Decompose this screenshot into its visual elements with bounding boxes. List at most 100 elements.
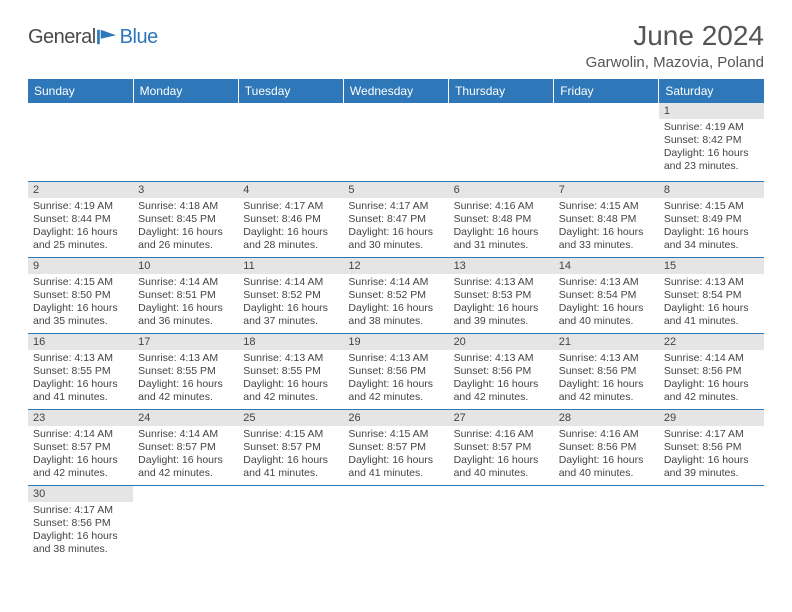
sunrise-text: Sunrise: 4:13 AM (454, 352, 549, 365)
sunrise-text: Sunrise: 4:15 AM (33, 276, 128, 289)
calendar-cell: 12Sunrise: 4:14 AMSunset: 8:52 PMDayligh… (343, 257, 448, 333)
sunrise-text: Sunrise: 4:14 AM (138, 428, 233, 441)
sunrise-text: Sunrise: 4:16 AM (454, 200, 549, 213)
sunset-text: Sunset: 8:49 PM (664, 213, 759, 226)
sunrise-text: Sunrise: 4:15 AM (243, 428, 338, 441)
day-number: 26 (343, 410, 448, 426)
day-details: Sunrise: 4:14 AMSunset: 8:57 PMDaylight:… (133, 426, 238, 485)
calendar-cell: 20Sunrise: 4:13 AMSunset: 8:56 PMDayligh… (449, 333, 554, 409)
calendar-week-row: 2Sunrise: 4:19 AMSunset: 8:44 PMDaylight… (28, 181, 764, 257)
month-title: June 2024 (586, 20, 764, 52)
calendar-week-row: 9Sunrise: 4:15 AMSunset: 8:50 PMDaylight… (28, 257, 764, 333)
day-details: Sunrise: 4:17 AMSunset: 8:47 PMDaylight:… (343, 198, 448, 257)
calendar-cell: 7Sunrise: 4:15 AMSunset: 8:48 PMDaylight… (554, 181, 659, 257)
sunrise-text: Sunrise: 4:17 AM (243, 200, 338, 213)
daylight-text: Daylight: 16 hours and 41 minutes. (348, 454, 443, 480)
sunrise-text: Sunrise: 4:18 AM (138, 200, 233, 213)
weekday-header-row: SundayMondayTuesdayWednesdayThursdayFrid… (28, 79, 764, 103)
calendar-cell: 11Sunrise: 4:14 AMSunset: 8:52 PMDayligh… (238, 257, 343, 333)
weekday-header: Sunday (28, 79, 133, 103)
day-details: Sunrise: 4:15 AMSunset: 8:57 PMDaylight:… (343, 426, 448, 485)
calendar-cell: 30Sunrise: 4:17 AMSunset: 8:56 PMDayligh… (28, 485, 133, 561)
sunrise-text: Sunrise: 4:13 AM (348, 352, 443, 365)
sunset-text: Sunset: 8:52 PM (243, 289, 338, 302)
sunset-text: Sunset: 8:46 PM (243, 213, 338, 226)
day-number-empty (238, 103, 343, 119)
daylight-text: Daylight: 16 hours and 35 minutes. (33, 302, 128, 328)
sunrise-text: Sunrise: 4:15 AM (559, 200, 654, 213)
daylight-text: Daylight: 16 hours and 23 minutes. (664, 147, 759, 173)
day-details: Sunrise: 4:14 AMSunset: 8:57 PMDaylight:… (28, 426, 133, 485)
calendar-cell (133, 103, 238, 181)
daylight-text: Daylight: 16 hours and 38 minutes. (33, 530, 128, 556)
calendar-week-row: 23Sunrise: 4:14 AMSunset: 8:57 PMDayligh… (28, 409, 764, 485)
title-block: June 2024 Garwolin, Mazovia, Poland (586, 20, 764, 71)
calendar-cell: 21Sunrise: 4:13 AMSunset: 8:56 PMDayligh… (554, 333, 659, 409)
sunrise-text: Sunrise: 4:19 AM (33, 200, 128, 213)
day-number: 24 (133, 410, 238, 426)
day-details: Sunrise: 4:16 AMSunset: 8:48 PMDaylight:… (449, 198, 554, 257)
day-number-empty (554, 103, 659, 119)
calendar-cell: 18Sunrise: 4:13 AMSunset: 8:55 PMDayligh… (238, 333, 343, 409)
sunrise-text: Sunrise: 4:14 AM (138, 276, 233, 289)
weekday-header: Tuesday (238, 79, 343, 103)
sunset-text: Sunset: 8:57 PM (348, 441, 443, 454)
calendar-table: SundayMondayTuesdayWednesdayThursdayFrid… (28, 79, 764, 561)
logo-flag-icon (96, 28, 118, 46)
day-number: 21 (554, 334, 659, 350)
weekday-header: Saturday (659, 79, 764, 103)
calendar-cell: 8Sunrise: 4:15 AMSunset: 8:49 PMDaylight… (659, 181, 764, 257)
daylight-text: Daylight: 16 hours and 30 minutes. (348, 226, 443, 252)
day-details: Sunrise: 4:13 AMSunset: 8:55 PMDaylight:… (133, 350, 238, 409)
day-details: Sunrise: 4:15 AMSunset: 8:50 PMDaylight:… (28, 274, 133, 333)
calendar-cell (343, 485, 448, 561)
day-number: 2 (28, 182, 133, 198)
sunset-text: Sunset: 8:48 PM (454, 213, 549, 226)
sunset-text: Sunset: 8:55 PM (33, 365, 128, 378)
day-details: Sunrise: 4:14 AMSunset: 8:56 PMDaylight:… (659, 350, 764, 409)
calendar-body: 1Sunrise: 4:19 AMSunset: 8:42 PMDaylight… (28, 103, 764, 561)
sunset-text: Sunset: 8:47 PM (348, 213, 443, 226)
logo-text-blue: Blue (120, 26, 158, 49)
sunset-text: Sunset: 8:55 PM (138, 365, 233, 378)
sunrise-text: Sunrise: 4:19 AM (664, 121, 759, 134)
sunset-text: Sunset: 8:50 PM (33, 289, 128, 302)
daylight-text: Daylight: 16 hours and 28 minutes. (243, 226, 338, 252)
weekday-header: Monday (133, 79, 238, 103)
day-number: 1 (659, 103, 764, 119)
sunset-text: Sunset: 8:52 PM (348, 289, 443, 302)
calendar-cell (449, 103, 554, 181)
calendar-week-row: 30Sunrise: 4:17 AMSunset: 8:56 PMDayligh… (28, 485, 764, 561)
sunset-text: Sunset: 8:54 PM (559, 289, 654, 302)
calendar-cell: 4Sunrise: 4:17 AMSunset: 8:46 PMDaylight… (238, 181, 343, 257)
day-number: 15 (659, 258, 764, 274)
sunrise-text: Sunrise: 4:17 AM (348, 200, 443, 213)
calendar-cell (133, 485, 238, 561)
daylight-text: Daylight: 16 hours and 41 minutes. (243, 454, 338, 480)
sunrise-text: Sunrise: 4:15 AM (664, 200, 759, 213)
day-details: Sunrise: 4:13 AMSunset: 8:56 PMDaylight:… (554, 350, 659, 409)
sunset-text: Sunset: 8:56 PM (664, 441, 759, 454)
daylight-text: Daylight: 16 hours and 31 minutes. (454, 226, 549, 252)
sunset-text: Sunset: 8:44 PM (33, 213, 128, 226)
calendar-cell (554, 103, 659, 181)
calendar-cell (554, 485, 659, 561)
daylight-text: Daylight: 16 hours and 38 minutes. (348, 302, 443, 328)
sunset-text: Sunset: 8:56 PM (348, 365, 443, 378)
day-number: 6 (449, 182, 554, 198)
sunrise-text: Sunrise: 4:13 AM (243, 352, 338, 365)
day-number-empty (28, 103, 133, 119)
calendar-cell: 10Sunrise: 4:14 AMSunset: 8:51 PMDayligh… (133, 257, 238, 333)
calendar-cell: 26Sunrise: 4:15 AMSunset: 8:57 PMDayligh… (343, 409, 448, 485)
daylight-text: Daylight: 16 hours and 34 minutes. (664, 226, 759, 252)
day-number: 3 (133, 182, 238, 198)
sunrise-text: Sunrise: 4:13 AM (559, 276, 654, 289)
sunset-text: Sunset: 8:42 PM (664, 134, 759, 147)
day-number: 16 (28, 334, 133, 350)
daylight-text: Daylight: 16 hours and 25 minutes. (33, 226, 128, 252)
sunrise-text: Sunrise: 4:13 AM (454, 276, 549, 289)
calendar-cell: 27Sunrise: 4:16 AMSunset: 8:57 PMDayligh… (449, 409, 554, 485)
sunrise-text: Sunrise: 4:13 AM (138, 352, 233, 365)
day-details: Sunrise: 4:13 AMSunset: 8:56 PMDaylight:… (343, 350, 448, 409)
sunrise-text: Sunrise: 4:14 AM (348, 276, 443, 289)
